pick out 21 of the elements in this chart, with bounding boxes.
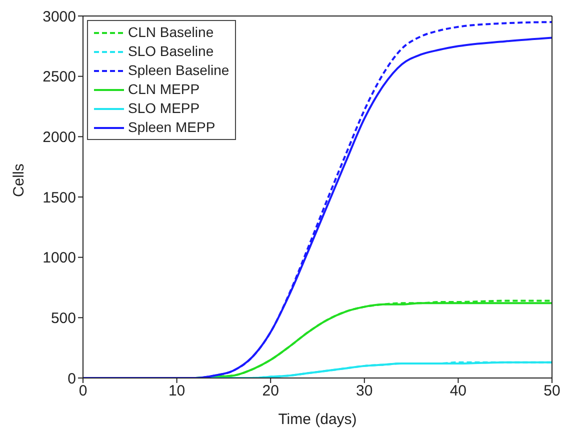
x-tick-label: 20 bbox=[262, 382, 279, 400]
x-tick-label: 10 bbox=[168, 382, 186, 400]
y-tick-label: 0 bbox=[68, 370, 76, 388]
x-axis-title: Time (days) bbox=[278, 411, 357, 428]
x-tick-label: 40 bbox=[450, 382, 467, 400]
y-tick-label: 1500 bbox=[42, 189, 76, 206]
y-tick-label: 2500 bbox=[42, 68, 76, 86]
y-tick-label: 3000 bbox=[42, 8, 76, 26]
x-tick-label: 50 bbox=[544, 382, 560, 400]
x-tick-label: 30 bbox=[356, 382, 373, 400]
y-tick-label: 2000 bbox=[42, 128, 76, 146]
legend-label: Spleen MEPP bbox=[128, 118, 216, 137]
y-tick-label: 1000 bbox=[42, 250, 76, 267]
legend-label: SLO Baseline bbox=[128, 42, 214, 61]
y-tick-label: 500 bbox=[50, 310, 76, 327]
legend-label: SLO MEPP bbox=[128, 99, 200, 118]
legend-label: CLN MEPP bbox=[128, 80, 200, 99]
y-axis-title: Cells bbox=[10, 164, 28, 197]
legend-label: CLN Baseline bbox=[128, 23, 214, 42]
x-tick-label: 0 bbox=[78, 382, 88, 400]
legend-label: Spleen Baseline bbox=[128, 61, 230, 80]
